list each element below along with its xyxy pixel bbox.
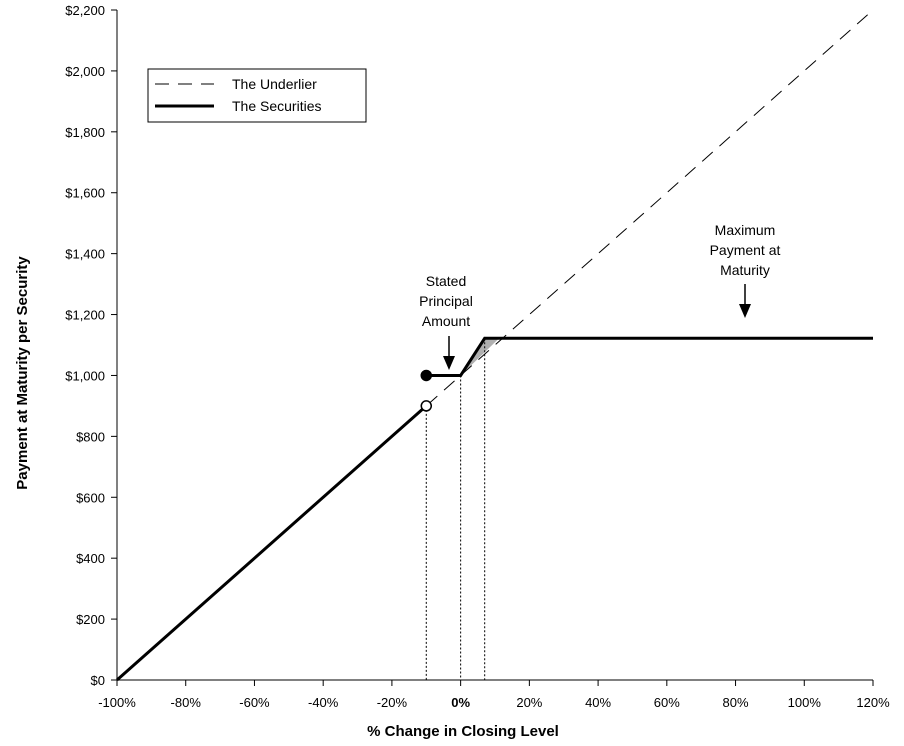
x-tick-label: -40% [308, 695, 339, 710]
y-tick-label: $600 [76, 490, 105, 505]
y-tick-label: $400 [76, 551, 105, 566]
y-tick-label: $1,800 [65, 125, 105, 140]
y-tick-label: $1,600 [65, 186, 105, 201]
y-tick-label: $2,000 [65, 64, 105, 79]
annotation-text: Maturity [720, 262, 770, 278]
x-tick-label: 100% [788, 695, 822, 710]
annotation-text: Amount [422, 313, 470, 329]
legend-box [147, 68, 367, 123]
annotation-text: Maximum [715, 222, 776, 238]
x-tick-label: 80% [723, 695, 749, 710]
x-tick-label: -100% [98, 695, 136, 710]
annotation-arrow-head [443, 356, 455, 370]
shaded-triangle [460, 338, 500, 376]
annotations: Stated Principal Amount Maximum Payment at Ma… [419, 222, 781, 370]
annotation-text: Principal [419, 293, 473, 309]
markers [420, 369, 433, 412]
y-tick-label: $800 [76, 429, 105, 444]
x-tick-label: 20% [516, 695, 542, 710]
x-tick-label: 60% [654, 695, 680, 710]
y-tick-label: $2,200 [65, 3, 105, 18]
y-tick-label: $1,200 [65, 308, 105, 323]
outperformance-shaded-region [460, 338, 500, 376]
x-tick-label: -20% [377, 695, 408, 710]
securities-series-line [426, 336, 873, 377]
filled-marker [420, 369, 433, 382]
y-axis-title: Payment at Maturity per Security [14, 256, 31, 490]
legend: The Underlier The Securities [147, 68, 367, 123]
x-tick-label: 40% [585, 695, 611, 710]
legend-underlier-label: The Underlier [232, 76, 317, 92]
x-tick-label: 120% [856, 695, 890, 710]
securities-series-line [116, 404, 428, 682]
axes: $0 $200 $400 $600 $800 $1,000 $1,200 $1,400 $1,6… [65, 3, 890, 710]
series-lines [116, 9, 874, 682]
legend-securities-label: The Securities [232, 98, 321, 114]
y-tick-label: $0 [91, 673, 105, 688]
open-marker [420, 400, 433, 412]
x-tick-label: 0% [451, 695, 470, 710]
reference-lines [425, 338, 486, 680]
annotation-arrow-head [739, 304, 751, 318]
x-tick-label: -80% [171, 695, 202, 710]
y-tick-label: $1,000 [65, 368, 105, 383]
x-tick-label: -60% [239, 695, 270, 710]
annotation-text: Stated [426, 273, 466, 289]
y-tick-label: $200 [76, 612, 105, 627]
annotation-text: Payment at [710, 242, 781, 258]
y-tick-label: $1,400 [65, 247, 105, 262]
x-axis-title: % Change in Closing Level [367, 723, 559, 740]
